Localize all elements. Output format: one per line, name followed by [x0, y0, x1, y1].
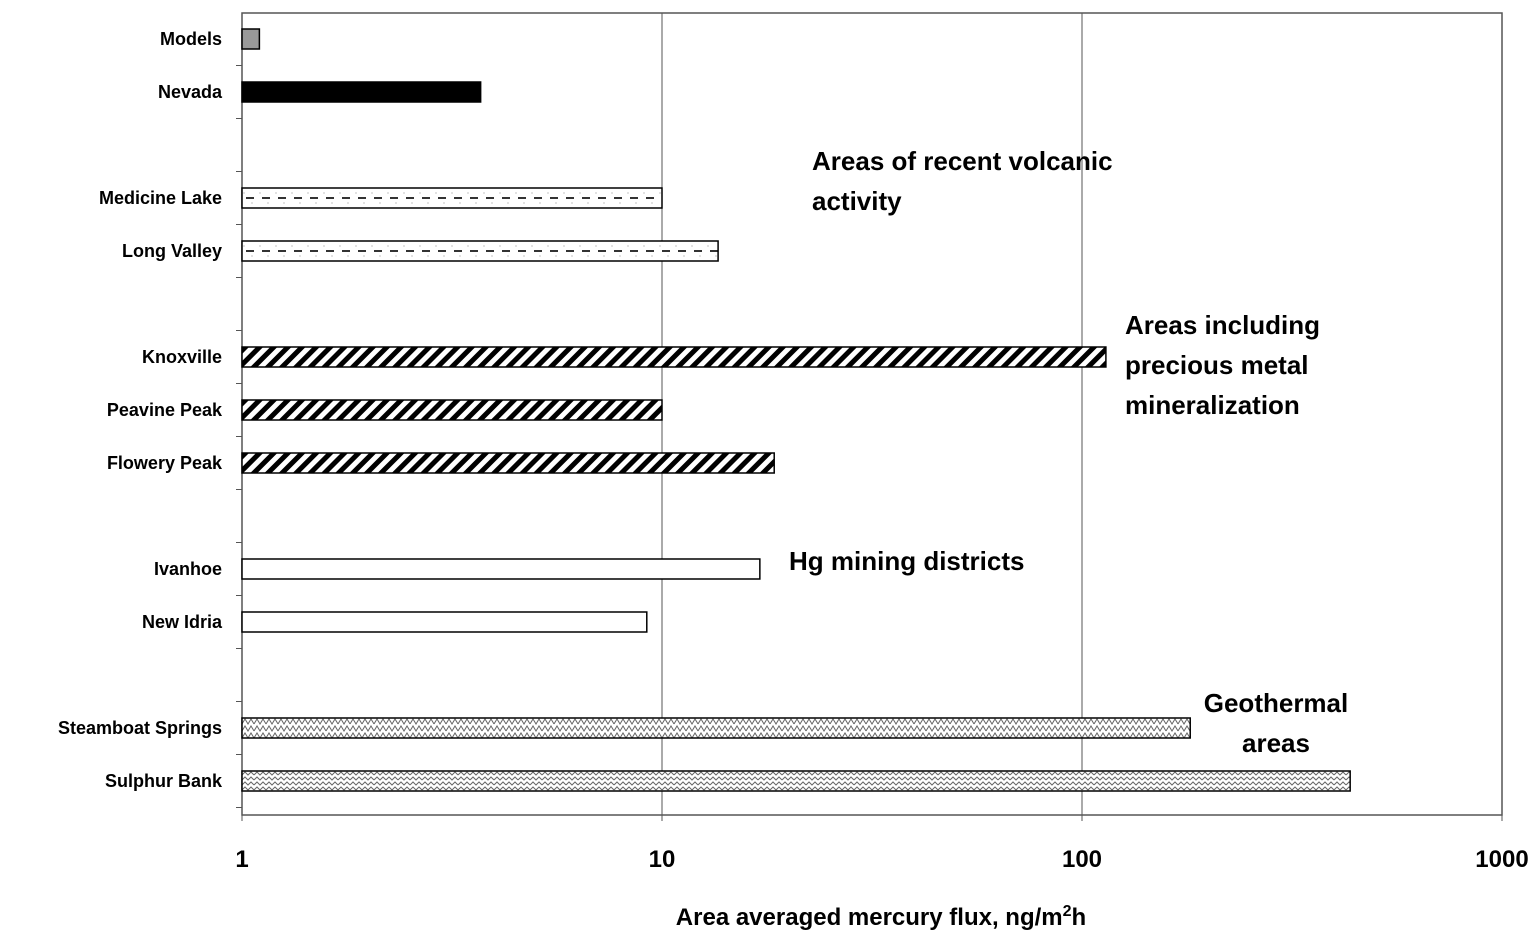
bar [241, 611, 648, 633]
bar [241, 399, 663, 421]
y-tick-label: Knoxville [142, 347, 222, 367]
bar [241, 452, 775, 474]
y-tick-label: Models [160, 29, 222, 49]
y-tick-label: Nevada [158, 82, 223, 102]
y-tick-label: Peavine Peak [107, 400, 223, 420]
bar [241, 558, 761, 580]
x-tick-label: 10 [649, 846, 676, 873]
annotation: Hg mining districts [789, 546, 1024, 576]
x-tick-label: 100 [1062, 846, 1102, 873]
annotation: mineralization [1125, 390, 1300, 420]
annotation: areas [1242, 728, 1310, 758]
bar [241, 770, 1351, 792]
y-tick-label: New Idria [142, 612, 223, 632]
x-axis-label-text: h [1072, 904, 1087, 931]
x-tick-label: 1 [235, 846, 248, 873]
annotation: Geothermal [1204, 688, 1349, 718]
annotation: Areas including [1125, 310, 1320, 340]
annotation: Areas of recent volcanic [812, 146, 1113, 176]
x-axis-label-superscript: 2 [1063, 903, 1072, 920]
bar [241, 187, 663, 209]
bar [241, 717, 1191, 739]
annotation: activity [812, 186, 902, 216]
x-axis-label: Area averaged mercury flux, ng/m2h [676, 903, 1086, 931]
bar [241, 240, 719, 262]
x-tick-label: 1000 [1475, 846, 1528, 873]
bar [241, 28, 261, 50]
bar [241, 81, 482, 103]
y-tick-label: Flowery Peak [107, 453, 223, 473]
bar [241, 346, 1107, 368]
x-axis-label-text: Area averaged mercury flux, ng/m [676, 904, 1063, 931]
annotation: precious metal [1125, 350, 1309, 380]
y-tick-label: Ivanhoe [154, 559, 222, 579]
y-tick-label: Medicine Lake [99, 188, 222, 208]
y-tick-label: Sulphur Bank [105, 771, 223, 791]
y-tick-label: Long Valley [122, 241, 222, 261]
y-tick-label: Steamboat Springs [58, 718, 222, 738]
